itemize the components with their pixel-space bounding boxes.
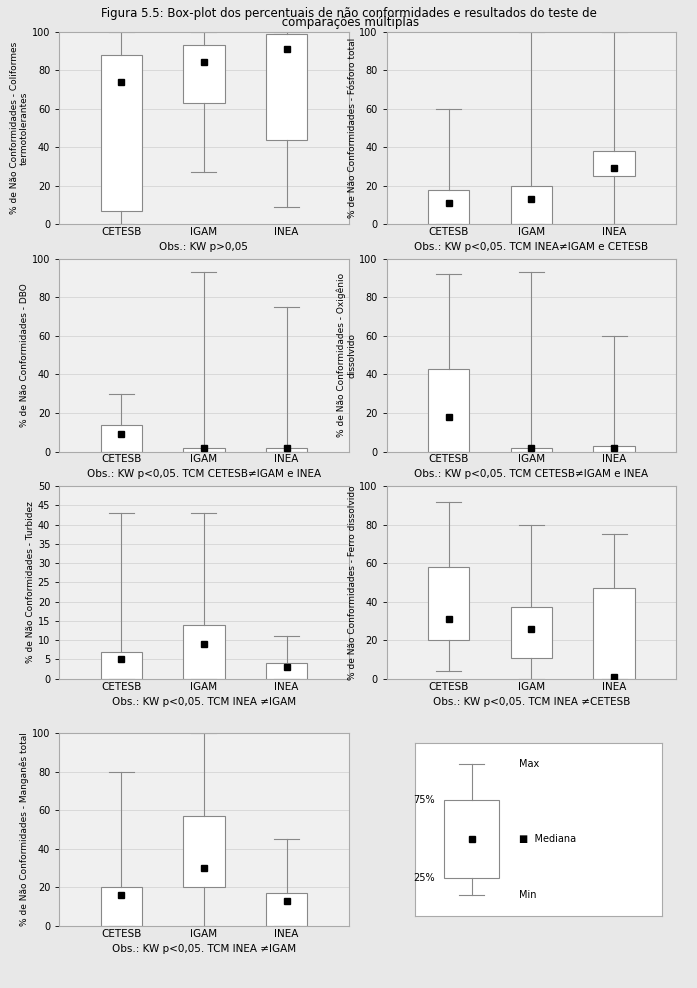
Y-axis label: % de Não Conformidades - Oxigênio
dissolvido: % de Não Conformidades - Oxigênio dissol… — [337, 273, 357, 438]
Bar — [100, 887, 142, 926]
Bar — [266, 448, 307, 452]
Bar — [428, 190, 470, 224]
Text: ■  Mediana: ■ Mediana — [519, 834, 576, 844]
Bar — [183, 448, 224, 452]
Text: Max: Max — [519, 759, 539, 769]
Bar — [428, 369, 470, 452]
Bar — [593, 588, 635, 679]
Y-axis label: % de Não Conformidades - DBO: % de Não Conformidades - DBO — [20, 284, 29, 427]
Bar — [183, 624, 224, 679]
Text: comparações múltiplas: comparações múltiplas — [278, 16, 419, 29]
Bar — [593, 151, 635, 176]
Bar — [428, 567, 470, 640]
Bar — [266, 893, 307, 926]
Bar — [511, 608, 552, 658]
Bar — [266, 34, 307, 139]
Text: Figura 5.5: Box-plot dos percentuais de não conformidades e resultados do teste : Figura 5.5: Box-plot dos percentuais de … — [100, 7, 597, 20]
Y-axis label: % de Não Conformidades - Manganês total: % de Não Conformidades - Manganês total — [20, 732, 29, 927]
Bar — [445, 800, 499, 877]
Bar — [100, 54, 142, 210]
Bar — [266, 663, 307, 679]
Text: Obs.: KW p<0,05. TCM CETESB≠IGAM e INEA: Obs.: KW p<0,05. TCM CETESB≠IGAM e INEA — [415, 469, 648, 479]
Text: Obs.: KW p<0,05. TCM INEA ≠IGAM: Obs.: KW p<0,05. TCM INEA ≠IGAM — [112, 697, 296, 706]
Y-axis label: % de Não Conformidades - Coliformes
termotolerantes: % de Não Conformidades - Coliformes term… — [10, 41, 29, 214]
Y-axis label: % de Não Conformidades - Fósforo total: % de Não Conformidades - Fósforo total — [348, 38, 357, 218]
Text: Obs.: KW p<0,05. TCM INEA≠IGAM e CETESB: Obs.: KW p<0,05. TCM INEA≠IGAM e CETESB — [415, 242, 648, 252]
Y-axis label: % de Não Conformidades - Turbidez: % de Não Conformidades - Turbidez — [26, 502, 35, 663]
Text: Min: Min — [519, 890, 536, 900]
Bar — [183, 816, 224, 887]
Bar — [511, 448, 552, 452]
Y-axis label: % de Não Conformidades - Ferro dissolvido: % de Não Conformidades - Ferro dissolvid… — [348, 485, 357, 680]
Text: Obs.: KW p>0,05: Obs.: KW p>0,05 — [160, 242, 248, 252]
Text: 75%: 75% — [413, 795, 434, 805]
Bar — [100, 425, 142, 452]
Bar — [183, 45, 224, 103]
Bar — [593, 446, 635, 452]
Text: Obs.: KW p<0,05. TCM INEA ≠IGAM: Obs.: KW p<0,05. TCM INEA ≠IGAM — [112, 944, 296, 953]
Text: Obs.: KW p<0,05. TCM CETESB≠IGAM e INEA: Obs.: KW p<0,05. TCM CETESB≠IGAM e INEA — [87, 469, 321, 479]
Bar — [511, 186, 552, 224]
Text: Obs.: KW p<0,05. TCM INEA ≠CETESB: Obs.: KW p<0,05. TCM INEA ≠CETESB — [433, 697, 630, 706]
Bar — [100, 652, 142, 679]
Text: 25%: 25% — [413, 872, 434, 883]
